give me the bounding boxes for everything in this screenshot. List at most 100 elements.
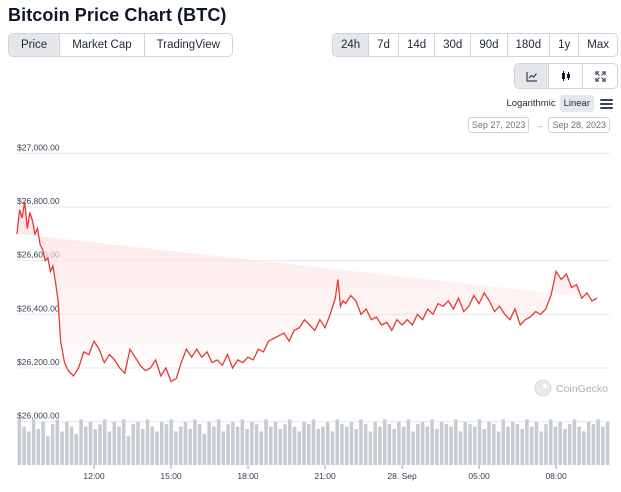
volume-bar [264, 419, 268, 465]
range-180d[interactable]: 180d [508, 34, 551, 56]
volume-bar [27, 431, 31, 465]
volume-bar [254, 424, 259, 465]
range-14d[interactable]: 14d [399, 34, 436, 56]
volume-bar [93, 429, 98, 465]
volume-bar [335, 419, 339, 465]
x-tick-label: 05:00 [468, 471, 490, 481]
volume-bar [140, 429, 145, 465]
volume-bar [501, 419, 506, 465]
volume-bar [340, 424, 344, 465]
volume-bar [586, 421, 591, 465]
volume-bar [188, 429, 192, 465]
x-tick-label: 12:00 [83, 471, 105, 481]
volume-bar [88, 421, 93, 465]
coingecko-watermark: CoinGecko [534, 379, 608, 397]
volume-bar [311, 419, 316, 465]
date-from-input[interactable]: Sep 27, 2023 [467, 117, 530, 133]
volume-bar [439, 421, 444, 465]
volume-bar [245, 429, 249, 465]
volume-bar [112, 421, 117, 465]
volume-bar [321, 426, 325, 465]
volume-bar [150, 426, 154, 465]
range-max[interactable]: Max [587, 39, 609, 51]
range-1y[interactable]: 1y [550, 34, 580, 56]
y-tick-label: $26,000.00 [17, 411, 60, 421]
volume-bar [406, 419, 411, 465]
volume-bar [79, 419, 83, 465]
volume-bar [544, 424, 548, 465]
volume-bar [292, 426, 297, 465]
volume-bar [463, 421, 468, 465]
candlestick-button[interactable] [549, 64, 583, 88]
y-tick-label: $27,000.00 [17, 142, 60, 152]
x-tick-label: 28. Sep [387, 471, 417, 481]
range-24h[interactable]: 24h [332, 34, 370, 56]
volume-bar [288, 419, 292, 465]
y-axis: $26,000.00 $26,200.00 $26,400.00 $26,600.00… [17, 142, 60, 420]
date-to-input[interactable]: Sep 28, 2023 [548, 117, 610, 133]
volume-bar [36, 429, 41, 465]
volume-bar [411, 431, 415, 465]
volume-bar [558, 421, 562, 465]
volume-bar [487, 421, 491, 465]
volume-bar [601, 426, 605, 465]
volume-bar [65, 421, 69, 465]
price-line [16, 201, 598, 383]
volume-bar [458, 431, 463, 465]
tab-price[interactable]: Price [9, 34, 61, 56]
tab-tradingview[interactable]: TradingView [156, 39, 220, 51]
fullscreen-button[interactable] [583, 64, 617, 88]
volume-bar [515, 424, 520, 465]
view-mode-tabs [514, 63, 618, 89]
line-chart-button[interactable] [515, 64, 549, 88]
range-90d[interactable]: 90d [471, 34, 508, 56]
volume-bar [121, 419, 126, 465]
volume-bar [468, 424, 472, 465]
volume-bar [216, 419, 221, 465]
volume-bar [477, 419, 482, 465]
volume-bar [605, 421, 610, 465]
volume-bar [548, 419, 553, 465]
volume-bar [17, 419, 22, 465]
volume-bar [373, 421, 377, 465]
candlestick-icon [561, 71, 570, 81]
volume-bar [378, 426, 382, 465]
y-tick-label: $26,600.00 [17, 250, 60, 260]
scale-logarithmic[interactable]: Logarithmic [506, 98, 556, 109]
volume-bar [330, 431, 335, 465]
volume-bar [164, 424, 169, 465]
y-tick-label: $26,800.00 [17, 196, 60, 206]
volume-bar [567, 424, 572, 465]
volume-bar [55, 419, 60, 465]
time-range-tabs: 24h 7d 14d 30d 90d 180d 1y Max [331, 33, 618, 57]
date-range: Sep 27, 2023 → Sep 28, 2023 [467, 117, 610, 133]
volume-bar [435, 429, 439, 465]
volume-bar [382, 419, 387, 465]
line-chart-icon [525, 71, 537, 82]
volume-bar [178, 426, 183, 465]
volume-bar [84, 426, 88, 465]
x-axis: 12:00 15:00 18:00 21:00 28. Sep 05:00 08:00 [83, 465, 567, 481]
volume-bar [563, 429, 567, 465]
volume-bar [145, 419, 150, 465]
volume-bar [273, 421, 278, 465]
page-title: Bitcoin Price Chart (BTC) [8, 5, 227, 25]
range-30d[interactable]: 30d [435, 34, 472, 56]
volume-bar [174, 431, 178, 465]
volume-bar [349, 421, 354, 465]
volume-bar [131, 424, 135, 465]
tab-market-cap[interactable]: Market Cap [60, 34, 145, 56]
volume-bar [397, 421, 401, 465]
volume-bar [231, 421, 235, 465]
scale-linear[interactable]: Linear [559, 95, 594, 112]
volume-bar [278, 429, 283, 465]
volume-bar [510, 421, 515, 465]
range-7d[interactable]: 7d [369, 34, 399, 56]
volume-bar [577, 426, 581, 465]
volume-bar [591, 424, 596, 465]
volume-bar [69, 426, 74, 465]
volume-bar [444, 424, 449, 465]
chart-menu-icon[interactable] [600, 98, 613, 109]
volume-bar [207, 421, 211, 465]
chart-type-tabs: Price Market Cap TradingView [8, 33, 233, 57]
